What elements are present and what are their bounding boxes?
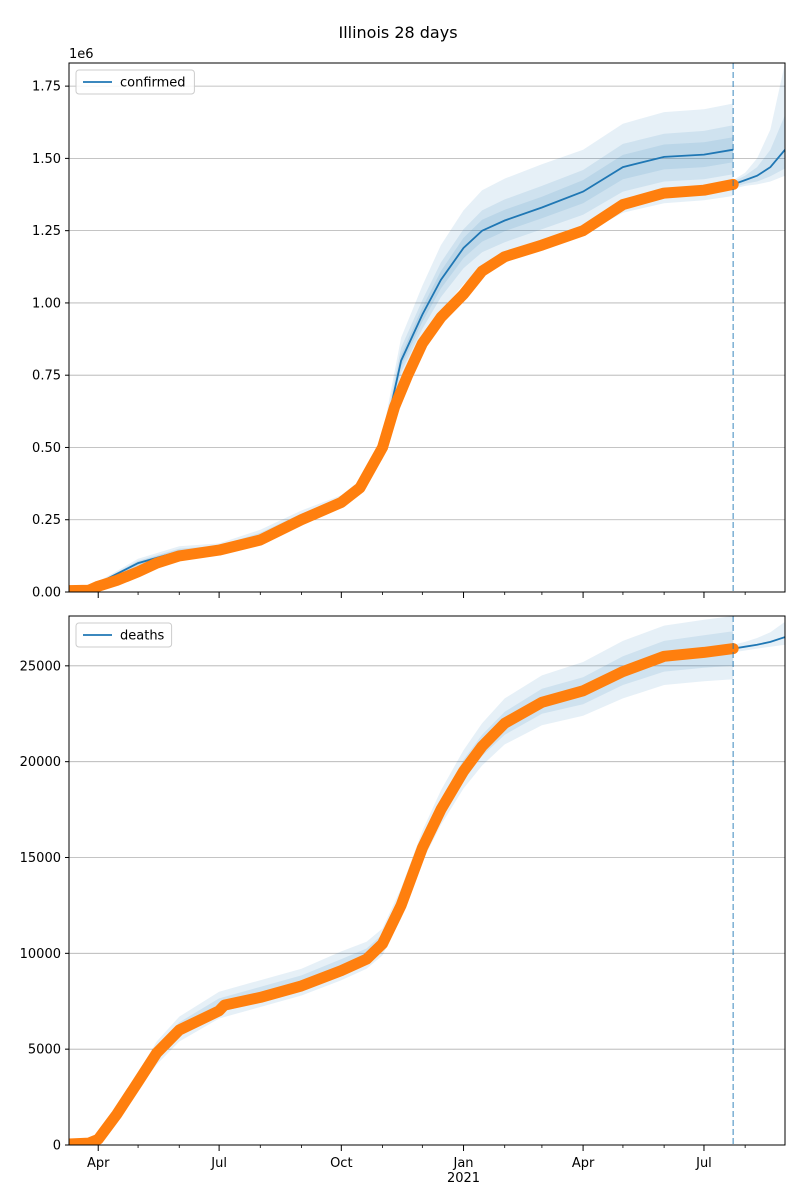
confirmed-forecast-line: [732, 149, 785, 186]
confirmed-legend-label: confirmed: [120, 76, 186, 91]
deaths-y-tick-label: 0: [53, 1139, 61, 1154]
deaths-uncertainty-band: [69, 616, 734, 1145]
confirmed-plot-area: [69, 63, 785, 592]
confirmed-uncertainty-band: [733, 115, 785, 188]
confirmed-y-tick-label: 0.75: [32, 369, 61, 384]
deaths-x-tick-label: Oct: [330, 1156, 352, 1171]
confirmed-legend-box: [75, 69, 195, 95]
confirmed-axes-frame: [68, 62, 786, 593]
deaths-x-tick-label: Jul: [210, 1156, 227, 1171]
confirmed-y-tick-label: 1.50: [32, 152, 61, 167]
deaths-forecast-line: [733, 636, 785, 650]
deaths-axes-frame: [68, 615, 786, 1146]
deaths-legend-label: deaths: [120, 629, 165, 644]
deaths-legend-box: [75, 622, 173, 648]
confirmed-y-tick-label: 1.25: [32, 224, 61, 239]
deaths-x-tick-label: Apr: [87, 1156, 110, 1171]
deaths-legend: deaths: [75, 622, 173, 648]
confirmed-y-offset-label: 1e6: [69, 47, 94, 62]
deaths-y-tick-label: 20000: [20, 755, 61, 770]
deaths-x-tick-label: Apr: [572, 1156, 595, 1171]
deaths-y-tick-label: 5000: [28, 1043, 61, 1058]
deaths-x-tick-label: Jul: [695, 1156, 712, 1171]
confirmed-uncertainty-band: [733, 63, 785, 189]
deaths-plot-area: [69, 616, 785, 1145]
confirmed-y-tick-label: 0.50: [32, 441, 61, 456]
deaths-y-tick-label: 10000: [20, 947, 61, 962]
deaths-x-year-label: 2021: [447, 1171, 480, 1186]
deaths-y-tick-label: 15000: [20, 851, 61, 866]
deaths-panel: 0 5000 10000 15000 20000 25000 Apr Jul Oct Jan Apr…: [20, 615, 786, 1186]
confirmed-legend: confirmed: [75, 69, 195, 95]
confirmed-y-tick-label: 0.25: [32, 513, 61, 528]
confirmed-y-tick-label: 1.75: [32, 80, 61, 95]
figure-title: Illinois 28 days: [338, 23, 457, 42]
confirmed-panel: 0.00 0.25 0.50 0.75 1.00 1.25 1.50 1.75 1e6 confi…: [32, 47, 786, 601]
confirmed-uncertainty-band: [69, 125, 734, 591]
confirmed-y-tick-label: 0.00: [32, 586, 61, 601]
deaths-observed-markers: [69, 643, 739, 1145]
confirmed-uncertainty-band: [69, 103, 734, 591]
confirmed-y-tick-label: 1.00: [32, 296, 61, 311]
deaths-y-tick-label: 25000: [20, 659, 61, 674]
deaths-x-tick-label: Jan: [453, 1156, 474, 1171]
deaths-uncertainty-band: [733, 621, 785, 653]
confirmed-observed-markers: [69, 178, 739, 592]
